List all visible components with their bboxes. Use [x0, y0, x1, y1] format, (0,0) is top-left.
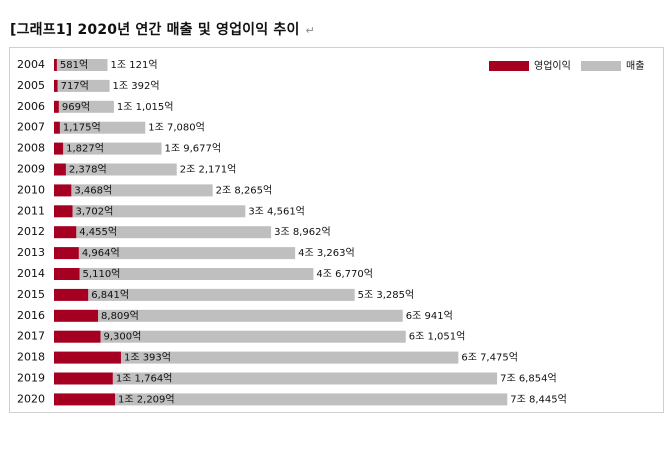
sales-label: 1조 392억 [113, 80, 160, 92]
sales-label: 1조 121억 [111, 59, 158, 71]
operating-profit-label: 581억 [60, 59, 88, 71]
operating-profit-bar [54, 205, 73, 218]
sales-bar [71, 184, 213, 197]
operating-profit-bar [54, 226, 77, 239]
year-label: 2012 [17, 225, 45, 238]
year-label: 2013 [17, 246, 45, 259]
legend-label-sales: 매출 [626, 60, 644, 72]
sales-bar [63, 142, 162, 155]
sales-label: 6조 7,475억 [461, 352, 518, 364]
sales-label: 1조 9,677억 [165, 143, 222, 155]
chart-title: [그래프1] 2020년 연간 매출 및 영업이익 추이 ↵ [10, 19, 315, 39]
sales-bar [59, 121, 146, 134]
sales-label: 4조 3,263억 [298, 247, 355, 259]
year-label: 2017 [17, 330, 45, 343]
year-label: 2014 [17, 267, 45, 280]
operating-profit-bar [54, 247, 79, 260]
sales-bar [100, 330, 406, 343]
sales-label: 2조 2,171억 [180, 164, 237, 176]
year-label: 2005 [17, 79, 45, 92]
sales-label: 1조 1,015억 [117, 101, 174, 113]
sales-label: 2조 8,265억 [216, 184, 273, 196]
operating-profit-bar [54, 309, 99, 322]
year-label: 2019 [17, 372, 45, 385]
operating-profit-label: 4,964억 [82, 247, 120, 259]
chart-title-text: [그래프1] 2020년 연간 매출 및 영업이익 추이 [10, 22, 300, 38]
operating-profit-label: 1조 393억 [124, 352, 171, 364]
operating-profit-label: 1조 2,209억 [118, 393, 175, 405]
sales-bar [88, 288, 355, 301]
sales-label: 7조 8,445억 [510, 393, 567, 405]
sales-bar [76, 226, 272, 239]
year-label: 2011 [17, 204, 45, 217]
operating-profit-label: 1,175억 [63, 122, 101, 134]
operating-profit-label: 1,827억 [66, 143, 104, 155]
sales-bar [120, 351, 459, 364]
legend-swatch-sales [581, 61, 621, 71]
legend-label-operating-profit: 영업이익 [534, 59, 571, 72]
sales-bar [78, 247, 296, 260]
sales-bar [79, 268, 314, 280]
sales-label: 5조 3,285억 [358, 289, 415, 301]
sales-bar [112, 372, 498, 385]
sales-bar [98, 309, 403, 322]
sales-bar [72, 205, 246, 218]
operating-profit-bar [54, 372, 113, 385]
operating-profit-label: 717억 [61, 80, 89, 92]
sales-label: 1조 7,080억 [148, 122, 205, 134]
year-label: 2004 [17, 58, 45, 71]
return-mark-icon: ↵ [305, 24, 315, 37]
operating-profit-label: 3,468억 [74, 184, 112, 196]
chart-frame [9, 47, 664, 413]
operating-profit-bar [54, 59, 57, 71]
year-label: 2016 [17, 309, 45, 322]
year-label: 2007 [17, 121, 45, 134]
operating-profit-bar [54, 351, 121, 364]
operating-profit-bar [54, 393, 116, 406]
operating-profit-bar [54, 268, 80, 280]
operating-profit-label: 5,110억 [83, 268, 121, 280]
year-label: 2015 [17, 288, 45, 301]
sales-bar [57, 79, 110, 92]
year-label: 2020 [17, 392, 45, 405]
operating-profit-bar [54, 121, 60, 134]
sales-bar [56, 59, 108, 71]
year-label: 2006 [17, 100, 45, 113]
year-label: 2010 [17, 183, 45, 196]
operating-profit-bar [54, 163, 66, 176]
operating-profit-label: 1조 1,764억 [116, 373, 173, 385]
sales-bar [58, 100, 114, 113]
sales-label: 6조 1,051억 [409, 331, 466, 343]
sales-bar [65, 163, 177, 176]
sales-label: 6조 941억 [406, 310, 453, 322]
operating-profit-label: 3,702억 [76, 205, 114, 217]
operating-profit-bar [54, 79, 58, 92]
operating-profit-bar [54, 100, 59, 113]
operating-profit-bar [54, 142, 64, 155]
year-label: 2009 [17, 163, 45, 176]
sales-bar [115, 393, 508, 406]
operating-profit-bar [54, 288, 89, 301]
year-label: 2018 [17, 351, 45, 364]
operating-profit-label: 8,809억 [101, 310, 139, 322]
operating-profit-label: 2,378억 [69, 164, 107, 176]
operating-profit-label: 6,841억 [91, 289, 129, 301]
operating-profit-label: 4,455억 [79, 226, 117, 238]
legend-swatch-operating-profit [489, 61, 529, 71]
operating-profit-bar [54, 330, 101, 343]
year-label: 2008 [17, 142, 45, 155]
operating-profit-label: 969억 [62, 101, 90, 113]
sales-label: 3조 8,962억 [274, 226, 331, 238]
sales-label: 4조 6,770억 [316, 268, 373, 280]
operating-profit-bar [54, 184, 72, 197]
sales-label: 7조 6,854억 [500, 373, 557, 385]
sales-label: 3조 4,561억 [248, 205, 305, 217]
operating-profit-label: 9,300억 [104, 331, 142, 343]
